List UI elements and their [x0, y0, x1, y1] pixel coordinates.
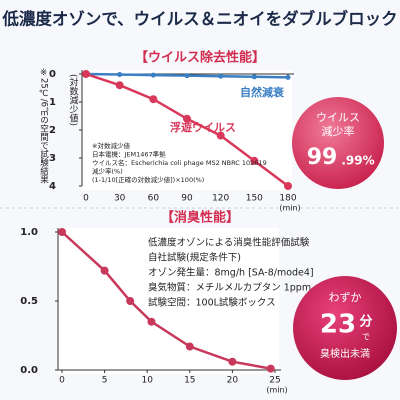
x-tick-label: 20 [227, 376, 239, 386]
plot-area [58, 228, 279, 374]
y-tick-label: 1 [49, 97, 56, 108]
x-tick-label: 0 [59, 376, 65, 386]
note: オゾン発生量：8mg/h [SA-8/mode4] [148, 267, 314, 279]
series-label: 浮遊ウイルス [170, 120, 236, 134]
data-point [100, 266, 109, 275]
data-point [250, 156, 259, 165]
data-point [284, 182, 292, 190]
note: ※対数減少値 [92, 141, 130, 150]
x-axis-label: (min) [279, 204, 300, 213]
badge-text: 減少率 [322, 124, 355, 138]
badge-text: わずか [329, 291, 362, 304]
y-tick-label: 2 [49, 125, 56, 136]
x-tick-label: 15 [184, 376, 195, 386]
series-label: 自然減衰 [240, 85, 285, 99]
plot-area [82, 70, 292, 190]
chart-title: 【ウイルス除去性能】 [135, 50, 265, 66]
side-note: ※25℃/6㎥の空間で試験結果 [38, 68, 48, 185]
note: 臭気物質：メチルメルカプタン 1ppm [148, 282, 311, 294]
y-tick-label: 0 [49, 69, 56, 80]
x-tick-label: 30 [114, 194, 126, 204]
data-point [183, 114, 191, 123]
x-tick-label: 0 [83, 194, 89, 204]
data-point [285, 74, 291, 80]
data-point [82, 70, 90, 78]
note: 低濃度オゾンによる消臭性能評価試験 [148, 237, 310, 249]
x-tick-label: 60 [148, 194, 160, 204]
data-point [149, 95, 158, 104]
data-point [126, 297, 135, 305]
note: 試験空間：100L試験ボックス [148, 297, 276, 309]
x-tick-label: 25 [269, 376, 280, 386]
badge [292, 97, 384, 189]
charts: 【ウイルス除去性能】0 30 60 90 120 150 180(min)01234(対数減… [20, 50, 397, 395]
data-point [266, 364, 275, 373]
badge-text: ウイルス [316, 111, 360, 124]
badge-de: で [362, 333, 370, 342]
chart-title: 【消臭性能】 [161, 210, 239, 226]
data-point [216, 131, 225, 140]
y-tick-label: 0.0 [20, 365, 38, 376]
y-axis-label: (対数減少値) [68, 74, 79, 126]
data-point [218, 73, 224, 79]
note: (1-1/10[正確の対数減少値])×100(%) [92, 175, 204, 184]
data-point [58, 228, 66, 236]
data-point [150, 72, 156, 78]
data-point [117, 72, 123, 78]
note: 減少率(%) [92, 167, 123, 176]
y-tick-label: 1.0 [20, 227, 38, 238]
x-axis-label: (min) [266, 386, 287, 395]
data-point [147, 317, 156, 326]
x-tick-label: 180 [279, 194, 296, 204]
data-point [251, 74, 257, 80]
x-tick-label: 10 [141, 376, 153, 386]
x-tick-label: 150 [246, 194, 263, 204]
x-tick-label: 5 [102, 376, 108, 386]
data-point [115, 81, 124, 90]
badge [293, 276, 397, 380]
y-tick-label: 0.5 [20, 296, 38, 307]
y-tick-label: 4 [49, 181, 56, 192]
data-point [184, 73, 190, 79]
badge-small: .99% [341, 154, 374, 168]
badge-text: 臭検出未満 [320, 347, 370, 360]
note: ウイルス名：Escherichia coli phage MS2 NBRC 10… [92, 158, 267, 167]
headline: 低濃度オゾンで、ウイルス＆ニオイをダブルブロック [1, 9, 397, 29]
badge-big: 99 [307, 145, 338, 170]
badge-big: 23 [320, 310, 356, 340]
x-tick-label: 120 [212, 194, 229, 204]
data-point [228, 357, 237, 366]
note: 自社試験(規定条件下) [148, 252, 241, 264]
note: 日本電機：JEM1467準拠 [92, 150, 166, 159]
y-tick-label: 3 [49, 153, 56, 164]
badge-unit: 分 [359, 314, 372, 330]
x-tick-label: 90 [181, 194, 193, 204]
data-point [185, 342, 194, 351]
